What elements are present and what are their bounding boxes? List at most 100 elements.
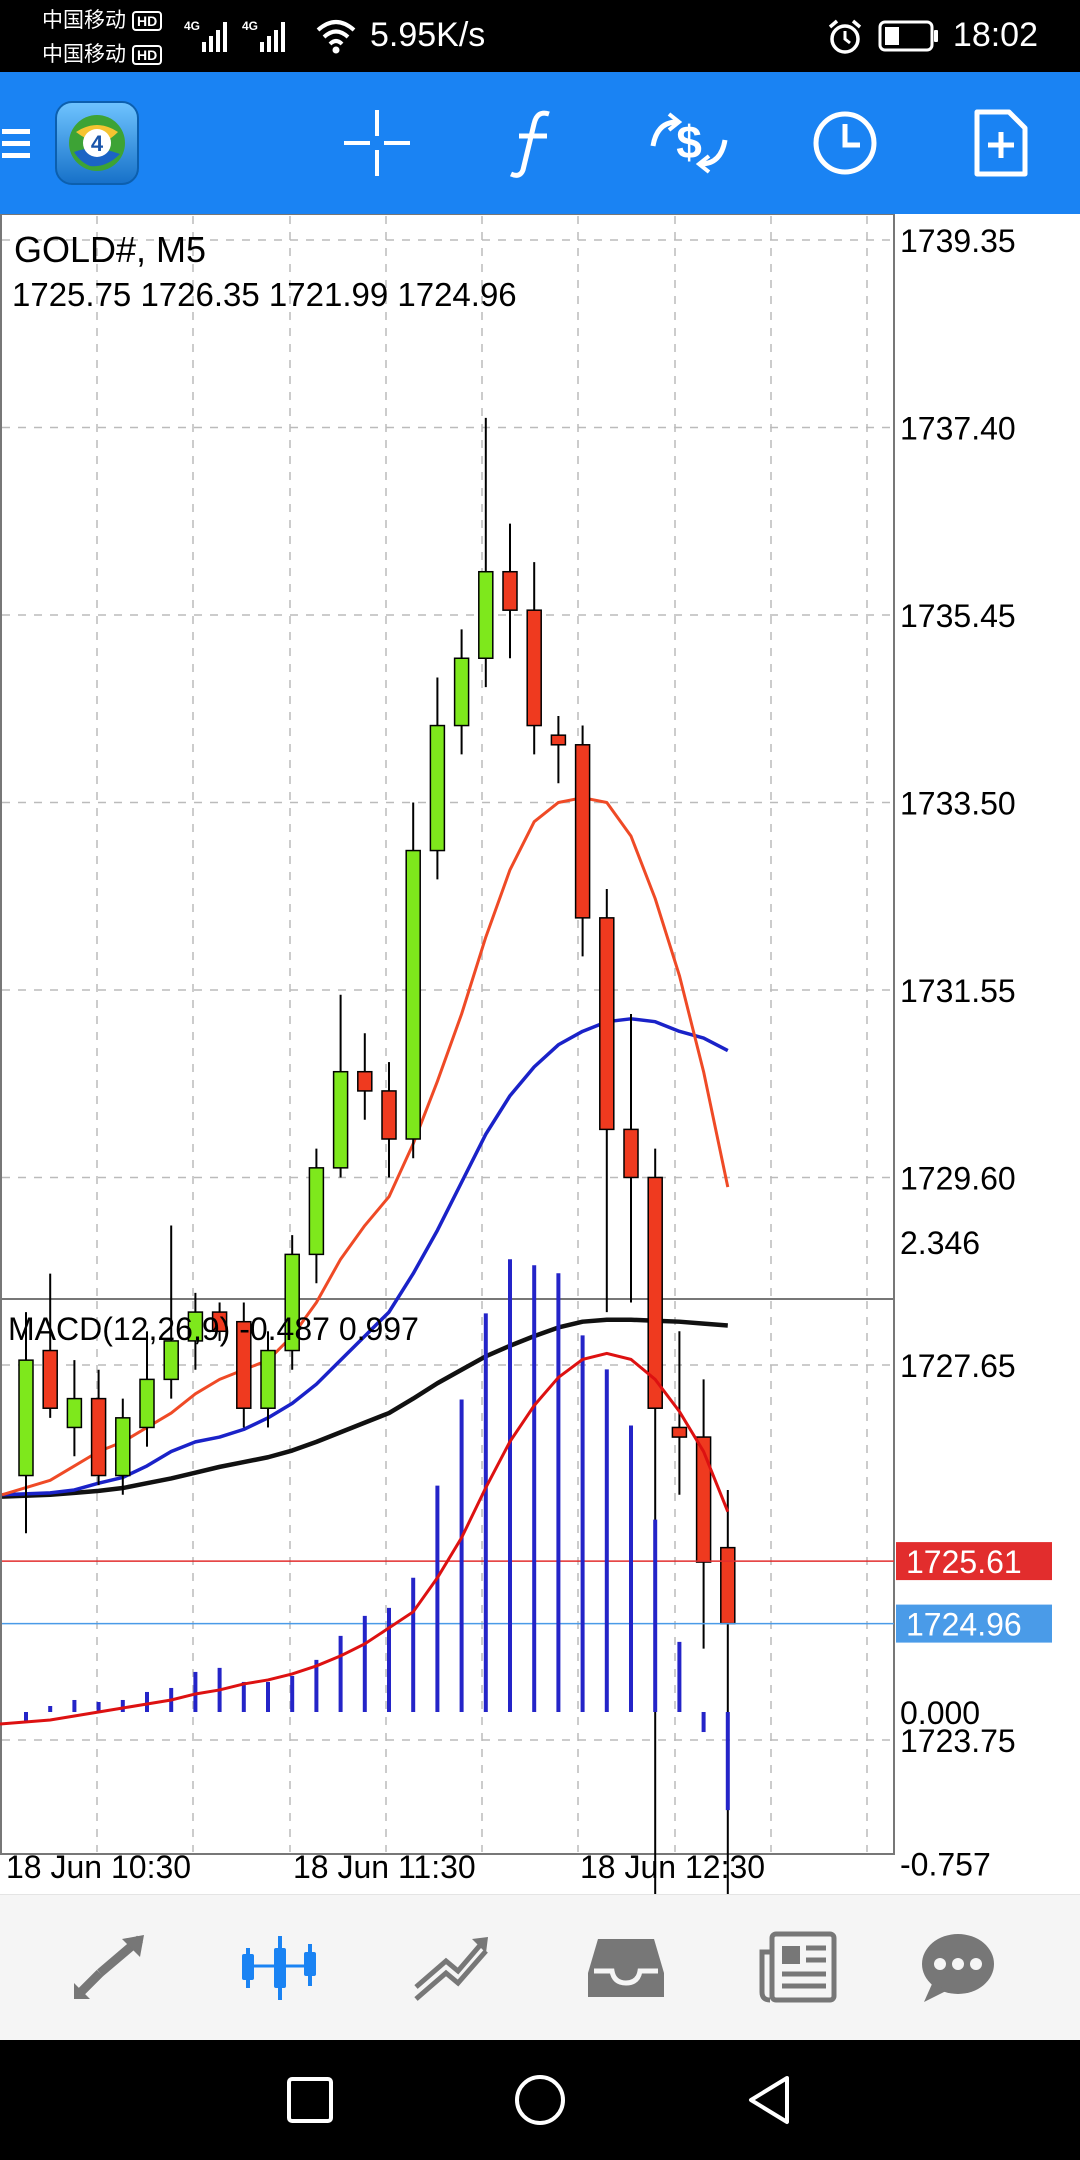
candle-body <box>478 570 494 660</box>
svg-text:4: 4 <box>91 131 104 156</box>
candle-body <box>695 1436 712 1563</box>
bottom-nav <box>0 1894 1080 2041</box>
candle <box>332 994 349 1178</box>
candle <box>42 1273 58 1418</box>
candle <box>381 1062 397 1178</box>
time-label: 18 Jun 10:30 <box>6 1849 191 1885</box>
candle-body <box>139 1378 155 1429</box>
ask-price-label: 1725.61 <box>906 1544 1022 1580</box>
price-tick-label: 1729.60 <box>900 1160 1016 1196</box>
macd-signal-line <box>0 1351 730 1726</box>
back-icon <box>749 2076 789 2124</box>
bid-price-tag <box>896 1604 1052 1643</box>
svg-text:4G: 4G <box>242 19 258 33</box>
candle <box>18 1312 34 1534</box>
candle <box>623 1014 639 1303</box>
bid-price-label: 1724.96 <box>906 1607 1022 1643</box>
nav-quotes[interactable] <box>30 1895 190 2041</box>
macd-label: MACD(12,26,9) -0.487 0.997 <box>8 1311 419 1347</box>
menu-button[interactable] <box>0 72 34 214</box>
macd-tick-label: 0.000 <box>900 1695 980 1731</box>
chart-area[interactable]: 1739.35 1737.40 1735.45 1733.50 1731.55 1729.… <box>0 213 1080 2134</box>
back-button[interactable] <box>710 2040 830 2160</box>
candle-body <box>720 1546 736 1625</box>
crosshair-icon <box>344 110 410 176</box>
time-label: 18 Jun 11:30 <box>293 1849 476 1885</box>
candle-body <box>647 1176 663 1409</box>
new-order-button[interactable] <box>946 72 1056 214</box>
ask-price-tag <box>896 1542 1052 1581</box>
clock: 18:02 <box>952 16 1038 54</box>
candle-body <box>284 1253 300 1352</box>
candle <box>163 1225 179 1399</box>
candle-body <box>453 657 470 727</box>
candle <box>453 629 470 755</box>
candle-body <box>526 609 542 727</box>
trade-button[interactable]: $ <box>634 72 744 214</box>
candle-body <box>66 1397 83 1429</box>
nav-history[interactable] <box>546 1895 706 2041</box>
recents-icon <box>287 2077 333 2123</box>
candle-body <box>671 1426 688 1438</box>
price-tick-label: 1737.40 <box>900 410 1016 446</box>
candle <box>284 1235 300 1370</box>
app-toolbar: 4 $ <box>0 72 1080 214</box>
candle-body <box>574 744 591 919</box>
candle-body <box>115 1417 131 1477</box>
price-tick-label: 1727.65 <box>900 1348 1016 1384</box>
candle <box>695 1379 712 1649</box>
ohlc-label: 1725.75 1726.35 1721.99 1724.96 <box>12 276 517 313</box>
price-tick-label: 1723.75 <box>900 1723 1016 1759</box>
mt4-logo-button[interactable]: 4 <box>52 72 142 214</box>
candle-body <box>308 1167 325 1256</box>
candle <box>502 523 518 659</box>
timeframe-button[interactable] <box>790 72 900 214</box>
candle <box>90 1369 107 1486</box>
candle <box>526 562 542 755</box>
ma-fast-line <box>1 796 730 1497</box>
chat-icon <box>922 1934 994 2002</box>
nav-trade[interactable] <box>372 1895 532 2041</box>
candle <box>236 1302 252 1428</box>
macd-indicator <box>0 1259 730 1811</box>
price-tick-label: 1735.45 <box>900 598 1016 634</box>
candle <box>308 1148 325 1284</box>
timeframe-icon <box>813 111 877 175</box>
nav-chart[interactable] <box>200 1895 360 2041</box>
candle-body <box>211 1311 228 1333</box>
price-chart[interactable]: 1739.35 1737.40 1735.45 1733.50 1731.55 1729.… <box>0 213 1080 2134</box>
home-button[interactable] <box>480 2040 600 2160</box>
recents-button[interactable] <box>250 2040 370 2160</box>
price-tick-label: 1739.35 <box>900 223 1016 259</box>
menu-icon <box>2 129 30 158</box>
indicators-button[interactable] <box>478 72 588 214</box>
trade-icon: $ <box>650 112 728 174</box>
nav-news[interactable] <box>718 1895 878 2041</box>
news-icon <box>759 1931 837 2003</box>
candle-body <box>236 1320 252 1409</box>
carrier-1: 中国移动 HD <box>42 4 163 34</box>
candle <box>211 1302 228 1341</box>
candle <box>187 1292 204 1370</box>
alarm-icon <box>828 19 862 54</box>
candle <box>405 802 421 1159</box>
svg-text:$: $ <box>676 116 702 168</box>
candle <box>260 1331 276 1428</box>
nav-chat[interactable] <box>878 1895 1038 2041</box>
candle-body <box>623 1128 639 1179</box>
crosshair-button[interactable] <box>322 72 432 214</box>
candle <box>357 1033 373 1120</box>
candle-body <box>163 1340 179 1381</box>
candle <box>139 1331 155 1447</box>
candle-body <box>599 917 615 1131</box>
wifi-icon <box>316 20 356 54</box>
candle-body <box>502 570 518 611</box>
quotes-icon <box>74 1935 144 1999</box>
candle-body <box>18 1359 34 1477</box>
candle-body <box>550 734 567 746</box>
carrier-2-label: 中国移动 <box>42 43 126 66</box>
main-chart-frame <box>0 213 895 1300</box>
candle <box>429 677 446 880</box>
candle <box>599 889 615 1313</box>
macd-tick-label: 2.346 <box>900 1225 980 1261</box>
